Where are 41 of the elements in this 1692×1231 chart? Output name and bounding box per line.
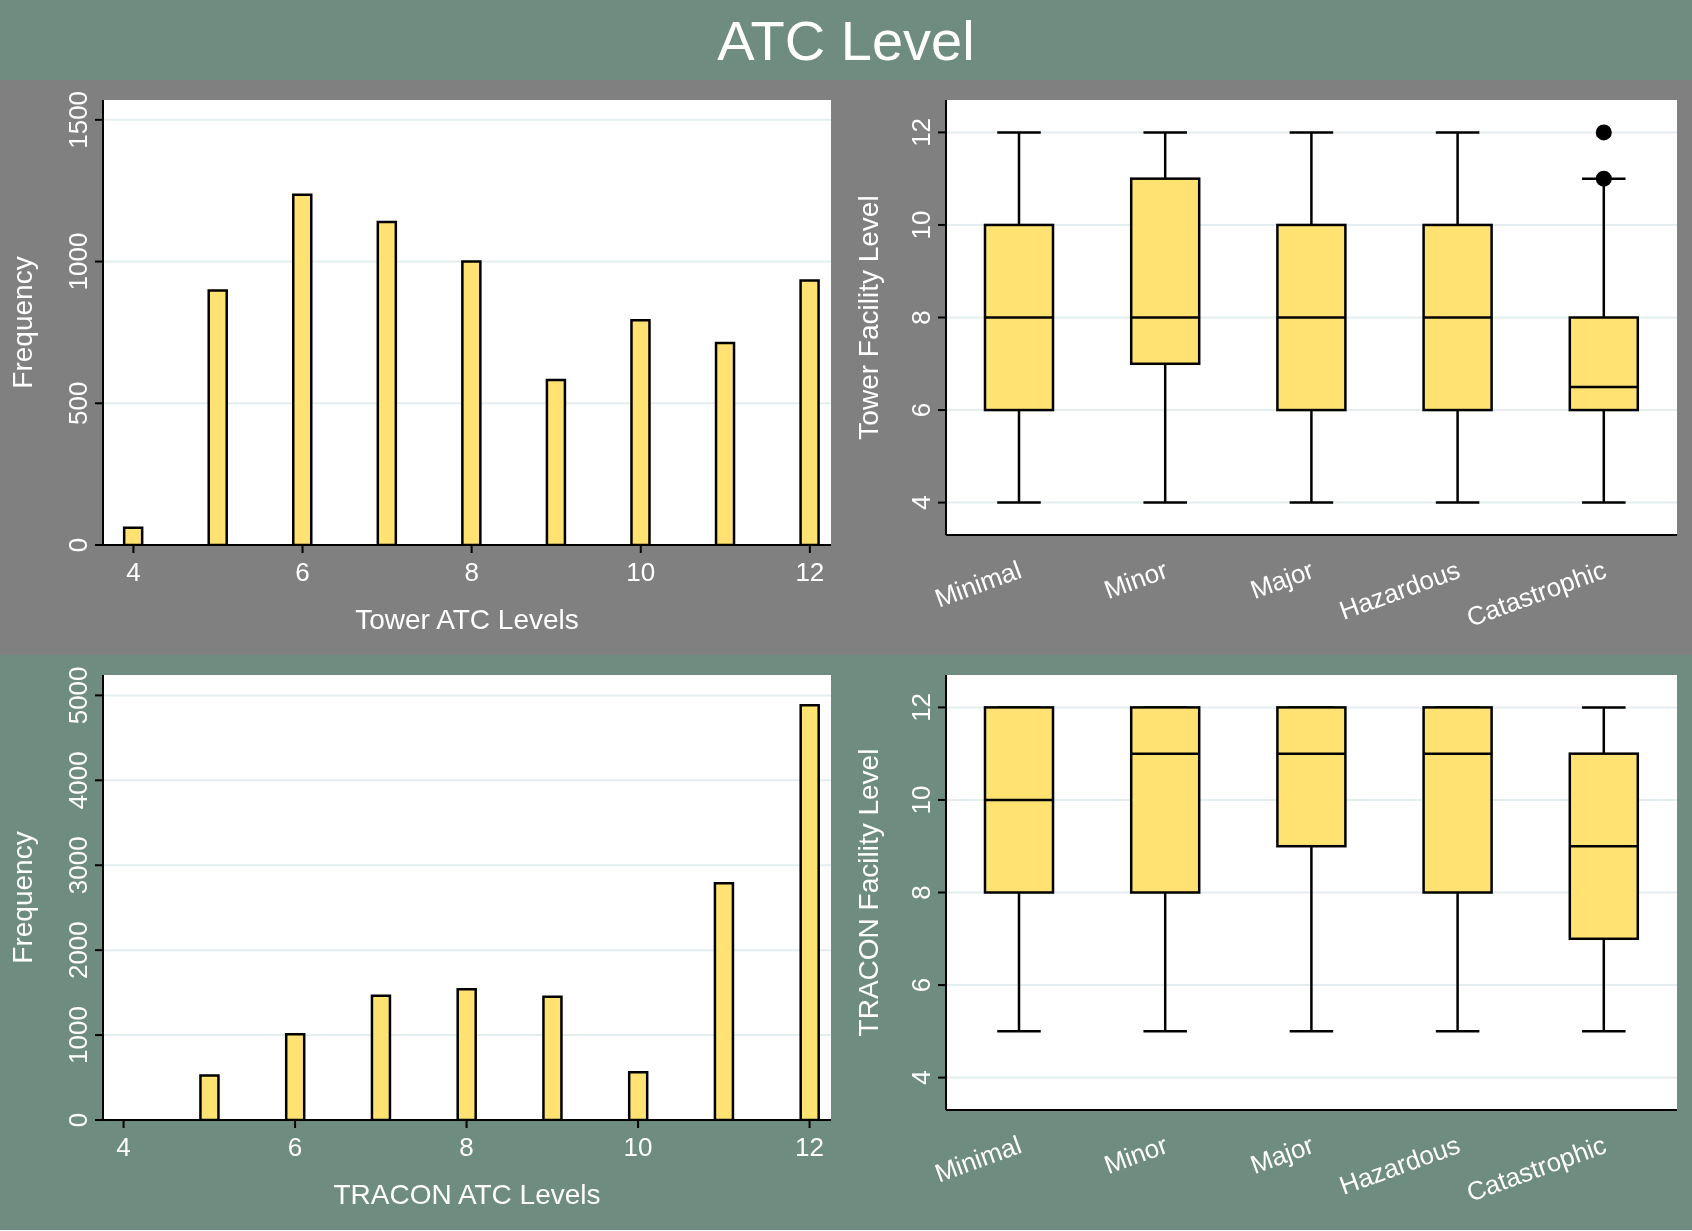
x-tick-label: 6	[295, 557, 310, 587]
y-tick-label: 1500	[63, 90, 93, 149]
y-tick-label: 2000	[63, 921, 93, 980]
x-tick-label: 10	[626, 557, 656, 587]
y-tick-label: 6	[906, 402, 936, 418]
y-axis-title: Frequency	[6, 256, 38, 389]
x-tick-label: Minor	[1100, 554, 1172, 605]
y-tick-label: 1000	[63, 232, 93, 291]
y-axis-title: Frequency	[6, 831, 38, 964]
y-tick-label: 12	[906, 117, 936, 147]
x-tick-label: Major	[1246, 554, 1318, 605]
x-axis-title: Tower ATC Levels	[355, 604, 579, 635]
y-tick-label: 6	[906, 977, 936, 993]
y-tick-label: 8	[906, 310, 936, 325]
x-axis-title: TRACON ATC Levels	[333, 1179, 601, 1210]
y-tick-label: 500	[63, 381, 93, 425]
y-tick-label: 10	[906, 785, 936, 815]
y-tick-label: 4000	[63, 751, 93, 810]
y-tick-label: 0	[63, 537, 93, 553]
y-axis-title: Tower Facility Level	[852, 195, 884, 440]
x-tick-label: 4	[116, 1132, 131, 1162]
x-tick-label: 8	[464, 557, 479, 587]
x-tick-label: 12	[795, 1132, 825, 1162]
x-tick-label: 10	[623, 1132, 653, 1162]
chart-title: ATC Level	[716, 7, 976, 74]
y-axis-title: TRACON Facility Level	[852, 748, 884, 1037]
y-tick-label: 3000	[63, 836, 93, 895]
y-tick-label: 12	[906, 692, 936, 722]
y-tick-label: 4	[906, 495, 936, 510]
x-tick-label: 6	[287, 1132, 303, 1162]
y-tick-label: 1000	[63, 1006, 93, 1064]
x-tick-label: Minor	[1100, 1129, 1172, 1180]
x-tick-label: 12	[795, 557, 825, 587]
y-tick-label: 10	[906, 210, 936, 240]
x-tick-label: 4	[126, 557, 141, 587]
x-tick-label: 8	[459, 1132, 474, 1162]
y-tick-label: 5000	[63, 666, 93, 725]
x-tick-label: Major	[1246, 1129, 1318, 1180]
y-tick-label: 8	[906, 885, 936, 900]
y-tick-label: 0	[63, 1112, 93, 1128]
y-tick-label: 4	[906, 1070, 936, 1085]
